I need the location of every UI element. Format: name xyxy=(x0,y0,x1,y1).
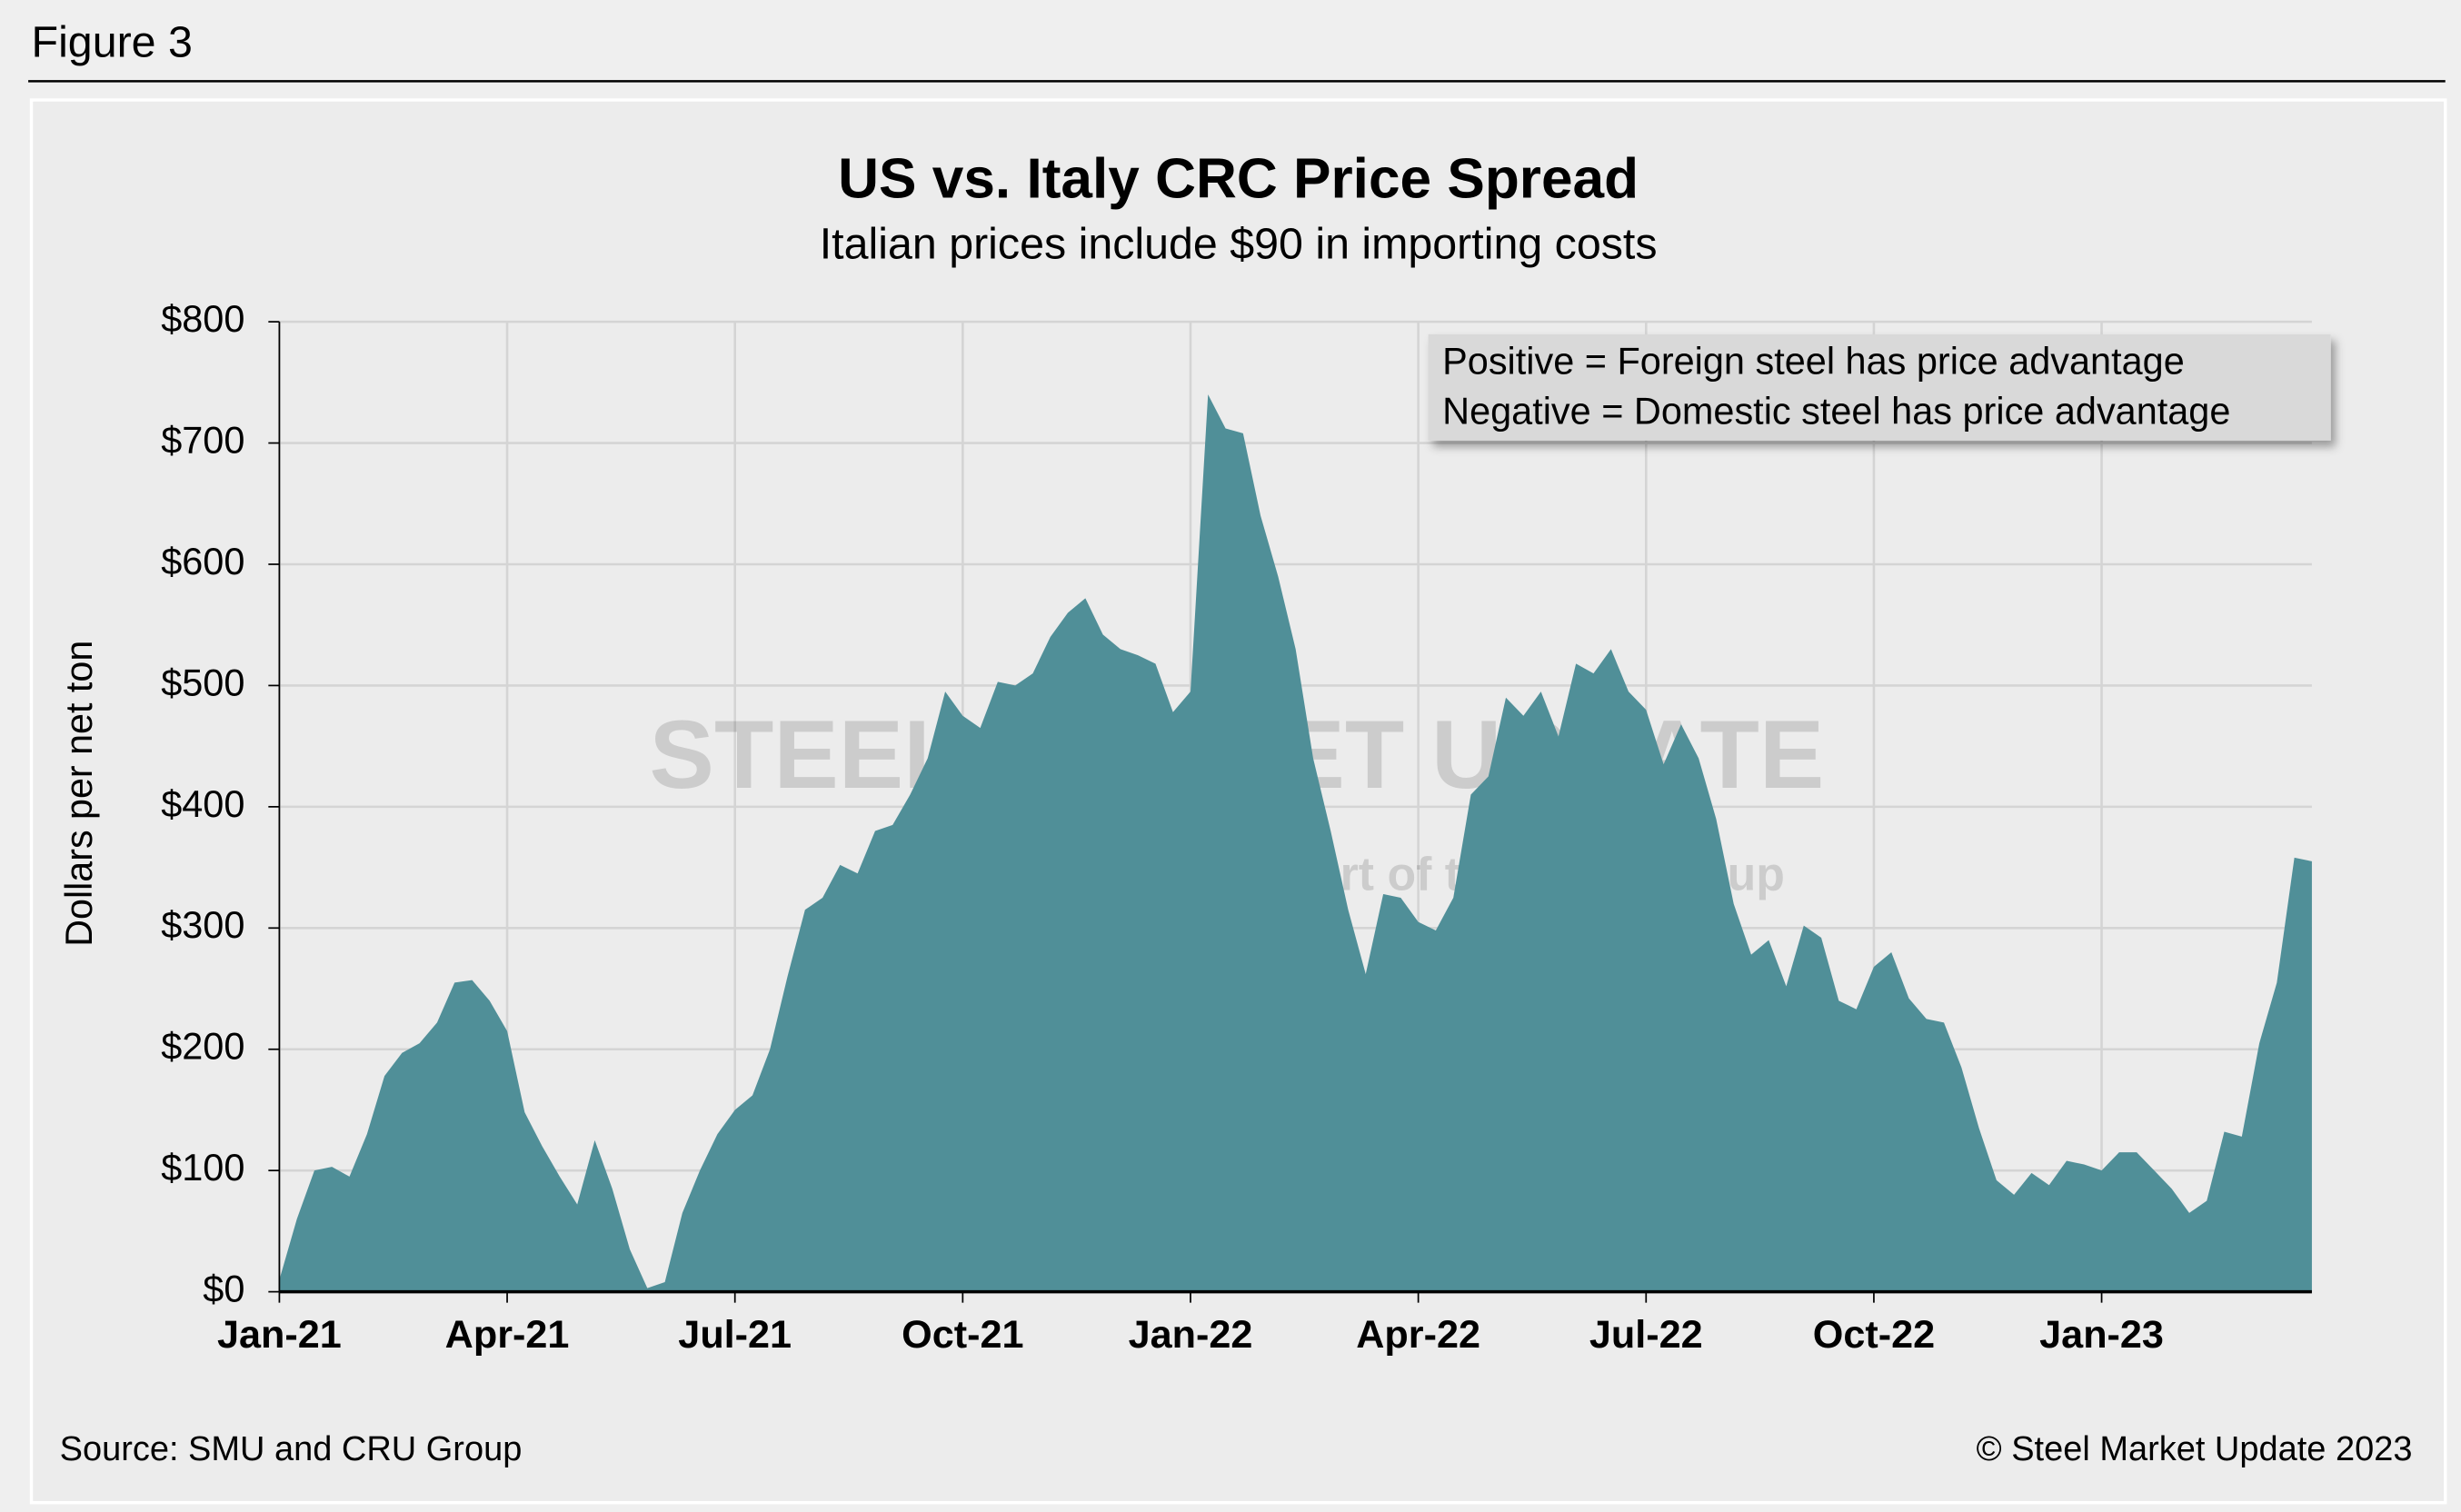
copyright: © Steel Market Update 2023 xyxy=(1977,1430,2413,1468)
y-tick-label: $500 xyxy=(161,662,244,703)
plot: $0 $100 $200 $300 $400 $500 $600 $700 $800 Jan-21… xyxy=(161,298,2312,1357)
chart-subtitle: Italian prices include $90 in importing … xyxy=(820,219,1658,268)
y-tick-label: $700 xyxy=(161,420,244,462)
source: Source: SMU and CRU Group xyxy=(60,1430,523,1468)
y-tick-label: $100 xyxy=(161,1147,244,1189)
x-tick-label: Oct-21 xyxy=(902,1313,1023,1357)
chart-title: US vs. Italy CRC Price Spread xyxy=(838,148,1639,211)
x-tick-label: Jan-23 xyxy=(2039,1313,2164,1357)
y-tick-label: $800 xyxy=(161,298,244,340)
x-tick-label: Apr-21 xyxy=(445,1313,570,1357)
x-tick-label: Jan-21 xyxy=(217,1313,342,1357)
x-tick-label: Jul-22 xyxy=(1589,1313,1703,1357)
area xyxy=(279,394,2312,1292)
x-tick-label: Jan-22 xyxy=(1129,1313,1253,1357)
annotation-box xyxy=(1428,333,2331,441)
y-tick-label: $0 xyxy=(203,1268,244,1310)
y-tick-label: $600 xyxy=(161,541,244,582)
y-axis-label: Dollars per net ton xyxy=(58,641,100,947)
x-tick-label: Oct-22 xyxy=(1813,1313,1935,1357)
annotation-line: Negative = Domestic steel has price adva… xyxy=(1442,391,2230,433)
annotation-line: Positive = Foreign steel has price advan… xyxy=(1442,341,2185,383)
y-tick-label: $300 xyxy=(161,904,244,946)
x-tick-label: Apr-22 xyxy=(1356,1313,1480,1357)
y-tick-label: $200 xyxy=(161,1026,244,1068)
y-tick-label: $400 xyxy=(161,783,244,825)
x-tick-label: Jul-21 xyxy=(678,1313,792,1357)
figure-label: Figure 3 xyxy=(32,18,193,67)
